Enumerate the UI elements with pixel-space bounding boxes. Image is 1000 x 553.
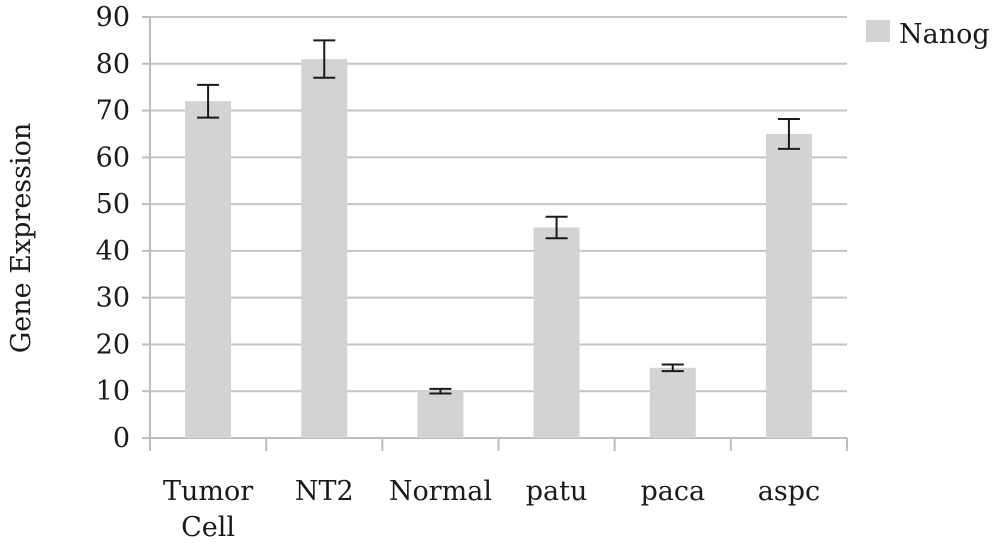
- x-category-label: Tumor Cell: [163, 476, 253, 543]
- y-tick-label: 60: [96, 142, 130, 173]
- y-tick-label: 50: [96, 189, 130, 220]
- x-category-label: NT2: [295, 476, 354, 507]
- y-tick-label: 70: [96, 96, 130, 127]
- y-tick-label: 90: [96, 2, 130, 33]
- bar: [185, 101, 232, 438]
- x-category-labels: Tumor Cell NT2 Normal patu paca aspc: [163, 476, 820, 543]
- x-category-label: Normal: [389, 476, 492, 507]
- x-category-label: patu: [526, 476, 588, 507]
- y-tick-label: 80: [96, 49, 130, 80]
- y-tick-label: 10: [96, 376, 130, 407]
- y-tick-label: 30: [96, 283, 130, 314]
- axes: [149, 17, 848, 451]
- legend: Nanog: [866, 19, 990, 50]
- gridlines: [142, 16, 847, 439]
- legend-label: Nanog: [899, 19, 990, 50]
- bar: [417, 391, 464, 438]
- bar: [533, 227, 580, 438]
- bar: [649, 367, 696, 438]
- y-tick-label: 40: [96, 236, 130, 267]
- legend-swatch: [866, 20, 890, 42]
- bars: [185, 59, 812, 438]
- bar: [301, 59, 348, 438]
- y-axis-title: Gene Expression: [6, 123, 37, 354]
- y-tick-labels: 0 10 20 30 40 50 60 70 80 90: [96, 2, 130, 454]
- y-tick-label: 20: [96, 329, 130, 360]
- y-tick-label: 0: [113, 423, 130, 454]
- x-category-label: aspc: [758, 476, 820, 507]
- x-category-label: paca: [640, 476, 705, 507]
- error-bars: [197, 39, 800, 395]
- bar: [765, 133, 812, 438]
